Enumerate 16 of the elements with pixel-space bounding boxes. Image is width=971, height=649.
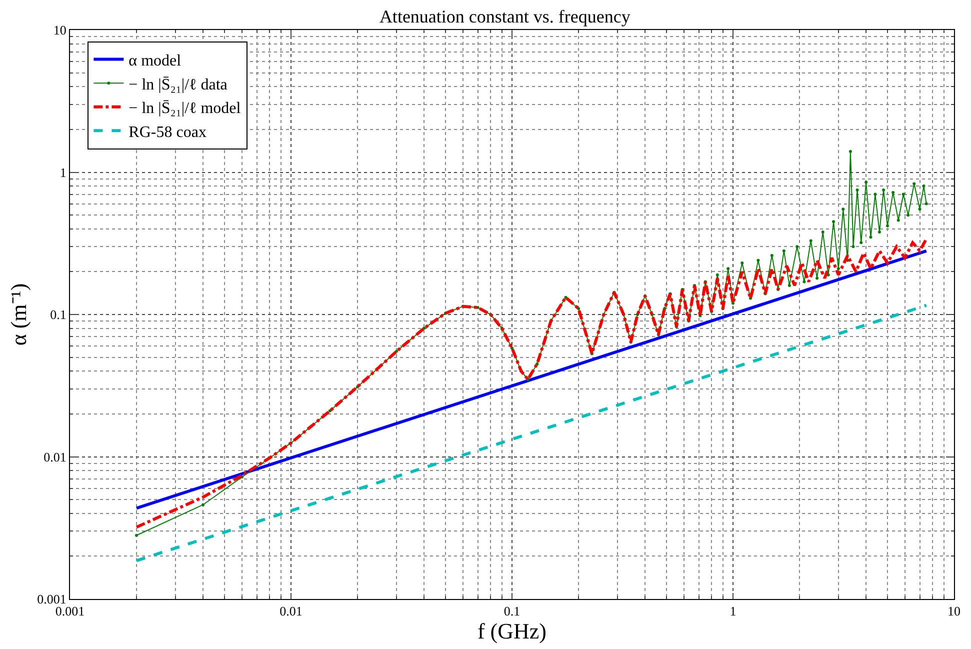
legend-label: − ln |S̄₂₁|/ℓ model [128,100,242,118]
y-tick-label: 0.01 [44,449,66,464]
legend-label: α model [128,52,182,70]
y-axis-title: α (m⁻¹) [6,283,31,346]
x-tick-label: 0.1 [504,604,520,619]
x-tick-label: 1 [730,604,736,619]
legend-label: RG-58 coax [128,124,206,141]
chart-title: Attenuation constant vs. frequency [379,6,630,26]
y-tick-label: 0.001 [37,592,66,607]
x-axis-title: f (GHz) [477,618,547,644]
x-tick-label: 10 [948,604,960,619]
y-tick-label: 10 [53,22,66,38]
x-tick-label: 0.01 [280,604,302,619]
legend-label: − ln |S̄₂₁|/ℓ data [128,76,228,94]
y-tick-label: 1 [60,164,66,180]
y-tick-label: 0.1 [50,307,66,322]
